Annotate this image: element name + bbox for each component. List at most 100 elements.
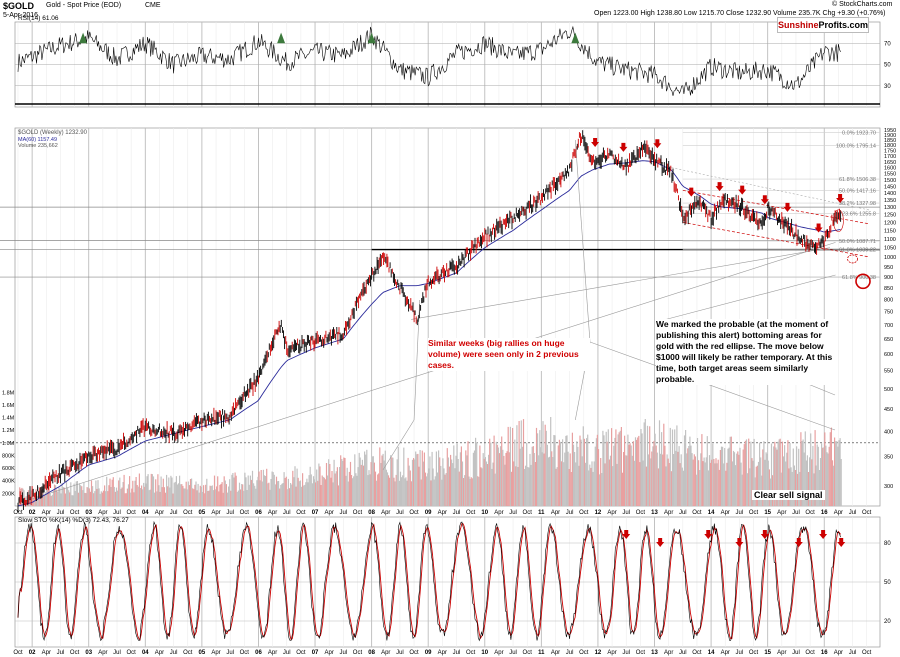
volume-tick: 200K <box>2 491 15 497</box>
x-tick-label: Jul <box>396 650 404 656</box>
volume-bar <box>513 461 515 506</box>
volume-bar <box>728 447 730 506</box>
price-tick: 700 <box>884 323 893 329</box>
current-ellipse <box>833 209 844 233</box>
fib-label: 50.0% 1087.71 <box>839 239 876 245</box>
volume-bar <box>632 441 634 506</box>
x-tick-label: 15 <box>764 650 771 656</box>
volume-bar <box>793 465 795 506</box>
x-tick-label: 16 <box>821 510 828 516</box>
price-tick: 1700 <box>884 154 896 160</box>
volume-bar <box>185 481 187 506</box>
volume-bar <box>408 465 410 506</box>
volume-bar <box>248 484 250 506</box>
volume-bar <box>830 427 832 506</box>
volume-bar <box>826 452 828 506</box>
x-tick-label: Jul <box>736 650 744 656</box>
volume-bar <box>167 486 169 506</box>
volume-bar <box>651 451 653 506</box>
price-tick: 1500 <box>884 178 896 184</box>
volume-bar <box>760 457 762 506</box>
volume-bar <box>583 438 585 506</box>
volume-bar <box>49 493 51 506</box>
volume-bar <box>299 480 301 506</box>
volume-bar <box>131 488 133 506</box>
volume-bar <box>269 489 271 506</box>
volume-bar <box>578 465 580 506</box>
volume-bar <box>517 467 519 506</box>
volume-bar <box>191 478 193 506</box>
price-sell-arrow <box>591 138 600 148</box>
volume-bar <box>303 485 305 506</box>
volume-bar <box>285 476 287 506</box>
volume-bar <box>137 486 139 506</box>
volume-bar <box>406 480 408 506</box>
volume-bar <box>376 480 378 506</box>
volume-bar <box>197 483 199 506</box>
volume-bar <box>120 488 122 506</box>
volume-bar <box>811 459 813 506</box>
volume-bar <box>804 431 806 506</box>
volume-bar <box>316 469 318 506</box>
x-tick-label: Jul <box>566 650 574 656</box>
x-tick-label: 12 <box>595 510 602 516</box>
volume-bar <box>421 450 423 506</box>
volume-bar <box>48 485 50 506</box>
volume-bar <box>100 491 102 506</box>
volume-bar <box>800 432 802 506</box>
volume-bar <box>78 483 81 506</box>
fib-label: 61.8% 1506.38 <box>839 177 876 183</box>
volume-bar <box>194 484 196 506</box>
volume-bar <box>525 465 527 506</box>
volume-bar <box>506 451 508 506</box>
volume-bar <box>126 488 128 506</box>
stoch-sell-arrow <box>622 530 631 539</box>
x-tick-label: Oct <box>13 510 23 516</box>
volume-bar <box>594 446 596 506</box>
volume-bar <box>300 486 303 506</box>
volume-bar <box>617 434 619 506</box>
volume-bar <box>553 435 555 506</box>
volume-bar <box>814 430 816 506</box>
volume-bar <box>648 454 650 506</box>
volume-bar <box>439 457 441 506</box>
volume-bar <box>399 471 402 506</box>
volume-bar <box>444 474 446 506</box>
volume-bar <box>835 441 837 506</box>
price-sell-arrow <box>760 195 769 205</box>
volume-bar <box>409 470 411 506</box>
volume-bar <box>214 489 217 506</box>
volume-bar <box>661 432 663 506</box>
volume-bar <box>780 472 782 506</box>
volume-bar <box>819 458 822 506</box>
volume-bar <box>177 483 180 506</box>
volume-bar <box>711 459 713 506</box>
volume-bar <box>829 432 831 506</box>
volume-bar <box>279 488 281 506</box>
volume-bar <box>369 474 371 506</box>
volume-bar <box>526 442 528 506</box>
volume-bar <box>451 459 453 506</box>
x-tick-label: Apr <box>664 650 673 656</box>
volume-bar <box>440 465 442 506</box>
volume-bar <box>699 470 701 506</box>
x-tick-label: Oct <box>466 650 476 656</box>
volume-bar <box>604 463 606 506</box>
volume-bar <box>777 441 779 506</box>
volume-bar <box>472 452 474 506</box>
volume-tick: 400K <box>2 479 15 485</box>
volume-bar <box>241 484 243 506</box>
volume-bar <box>420 479 422 506</box>
volume-bar <box>329 464 331 506</box>
volume-bar <box>492 462 494 506</box>
volume-bar <box>70 482 72 506</box>
x-tick-label: Jul <box>170 650 178 656</box>
volume-bar <box>90 480 93 506</box>
volume-bar <box>652 446 654 506</box>
volume-bar <box>694 456 696 506</box>
x-tick-label: Jul <box>792 510 800 516</box>
volume-bar <box>839 438 841 506</box>
x-tick-label: Oct <box>126 510 136 516</box>
volume-bar <box>309 466 311 506</box>
price-tick: 1000 <box>884 255 896 261</box>
